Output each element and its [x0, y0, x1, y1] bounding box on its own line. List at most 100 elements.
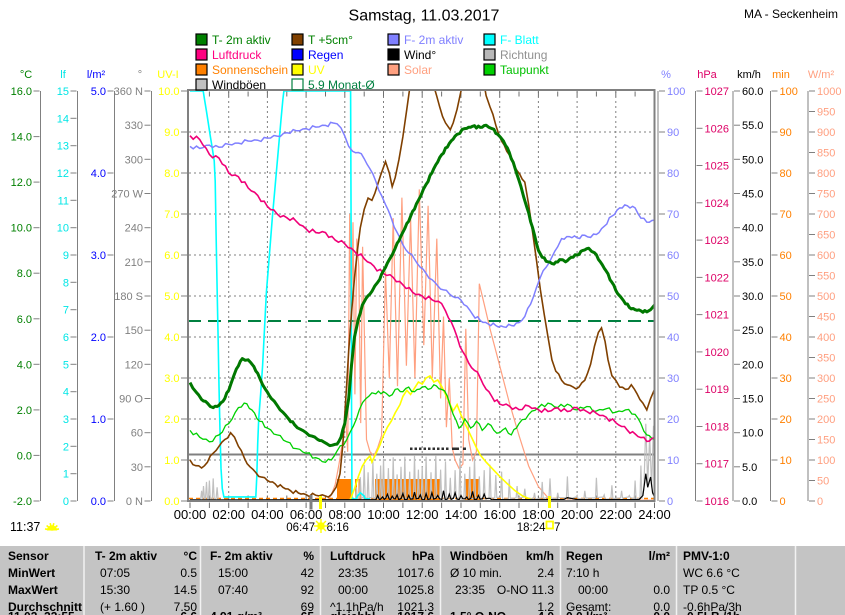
svg-text:^1.1hPa/h: ^1.1hPa/h: [330, 600, 384, 614]
svg-text:0.0: 0.0: [164, 496, 179, 508]
svg-text:0.0: 0.0: [17, 450, 32, 462]
svg-text:30: 30: [667, 373, 679, 385]
svg-text:WC 6.6 °C: WC 6.6 °C: [683, 566, 740, 580]
svg-text:50: 50: [780, 291, 792, 303]
svg-text:Regen: Regen: [566, 549, 603, 563]
svg-text:10.0: 10.0: [742, 428, 763, 440]
svg-text:O-NO 11.3: O-NO 11.3: [497, 583, 554, 597]
svg-text:60.0: 60.0: [742, 86, 763, 98]
svg-text:12:00: 12:00: [406, 507, 439, 522]
svg-text:0.0: 0.0: [653, 600, 670, 614]
svg-text:04:00: 04:00: [251, 507, 284, 522]
svg-text:10:00: 10:00: [367, 507, 400, 522]
svg-text:07:05: 07:05: [100, 566, 130, 580]
svg-text:55.0: 55.0: [742, 120, 763, 132]
svg-text:%: %: [303, 549, 314, 563]
svg-text:1.2: 1.2: [537, 600, 554, 614]
svg-text:150: 150: [817, 435, 835, 447]
svg-text:1000: 1000: [817, 86, 841, 98]
svg-text:120: 120: [125, 359, 143, 371]
svg-text:1016: 1016: [705, 496, 729, 508]
svg-text:TP 0.5 °C: TP 0.5 °C: [683, 583, 735, 597]
svg-text:UV-I: UV-I: [157, 69, 178, 81]
svg-text:100: 100: [780, 86, 798, 98]
svg-text:5.0: 5.0: [91, 86, 106, 98]
svg-text:2: 2: [63, 441, 69, 453]
svg-text:10: 10: [667, 455, 679, 467]
svg-text:360 N: 360 N: [114, 86, 143, 98]
svg-text:°: °: [138, 69, 142, 81]
svg-text:Luftdruck: Luftdruck: [212, 48, 262, 62]
svg-text:hPa: hPa: [697, 69, 717, 81]
svg-text:4.0: 4.0: [17, 359, 32, 371]
svg-text:-0.5LB /1h: -0.5LB /1h: [683, 610, 740, 615]
svg-text:1.5° O-NO: 1.5° O-NO: [450, 610, 506, 615]
svg-text:240: 240: [125, 223, 143, 235]
svg-text:35.0: 35.0: [742, 257, 763, 269]
svg-text:300: 300: [817, 373, 835, 385]
svg-text:1021: 1021: [705, 310, 729, 322]
svg-text:2.0: 2.0: [17, 405, 32, 417]
svg-text:11:37: 11:37: [10, 520, 40, 534]
svg-text:10.0: 10.0: [11, 223, 32, 235]
svg-text:4: 4: [63, 387, 69, 399]
svg-text:9: 9: [63, 250, 69, 262]
svg-text:18:24: 18:24: [517, 522, 546, 534]
svg-text:10: 10: [57, 223, 69, 235]
svg-text:3.0: 3.0: [164, 373, 179, 385]
svg-text:1: 1: [63, 469, 69, 481]
svg-text:40: 40: [667, 332, 679, 344]
svg-text:4.0: 4.0: [537, 610, 554, 615]
svg-text:70: 70: [667, 209, 679, 221]
svg-text:16.0: 16.0: [11, 86, 32, 98]
svg-text:1020: 1020: [705, 347, 729, 359]
svg-text:13: 13: [57, 141, 69, 153]
svg-text:60: 60: [131, 428, 143, 440]
svg-text:90: 90: [780, 127, 792, 139]
svg-text:14.0: 14.0: [11, 132, 32, 144]
svg-text:4.0: 4.0: [91, 168, 106, 180]
svg-text:0 N: 0 N: [126, 496, 143, 508]
svg-text:1027: 1027: [705, 86, 729, 98]
svg-text:07:40: 07:40: [218, 583, 248, 597]
svg-text:l/m²: l/m²: [87, 69, 106, 81]
svg-text:Durchschnitt: Durchschnitt: [8, 600, 82, 614]
svg-text:42: 42: [301, 566, 315, 580]
svg-text:PMV-1:0: PMV-1:0: [683, 549, 730, 563]
svg-text:lf: lf: [60, 69, 66, 81]
svg-text:0: 0: [667, 496, 673, 508]
svg-text:-2.0: -2.0: [13, 496, 32, 508]
svg-text:180 S: 180 S: [114, 291, 143, 303]
svg-text:20.0: 20.0: [742, 359, 763, 371]
svg-text:1024: 1024: [705, 198, 729, 210]
svg-text:8.0: 8.0: [164, 168, 179, 180]
svg-text:850: 850: [817, 148, 835, 160]
svg-text:06:00: 06:00: [290, 507, 323, 522]
svg-text:100: 100: [817, 455, 835, 467]
svg-text:950: 950: [817, 107, 835, 119]
svg-text:10.0: 10.0: [158, 86, 179, 98]
svg-text:22:00: 22:00: [600, 507, 633, 522]
svg-text:450: 450: [817, 312, 835, 324]
svg-text:1018: 1018: [705, 422, 729, 434]
svg-text:70: 70: [780, 209, 792, 221]
svg-text:00:00: 00:00: [578, 583, 608, 597]
svg-text:12.0: 12.0: [11, 177, 32, 189]
svg-text:5.9 Monat-Ø: 5.9 Monat-Ø: [308, 78, 375, 92]
svg-text:80: 80: [667, 168, 679, 180]
svg-text:%: %: [661, 69, 671, 81]
svg-text:08:00: 08:00: [329, 507, 362, 522]
svg-text:11: 11: [58, 195, 69, 207]
svg-text:MinWert: MinWert: [8, 566, 55, 580]
svg-text:Sensor: Sensor: [8, 549, 49, 563]
svg-text:0: 0: [817, 496, 823, 508]
svg-text:1021.3: 1021.3: [397, 600, 434, 614]
svg-text:hPa: hPa: [412, 549, 434, 563]
svg-text:2.0: 2.0: [164, 414, 179, 426]
svg-text:600: 600: [817, 250, 835, 262]
svg-text:25.0: 25.0: [742, 325, 763, 337]
svg-text:6.0: 6.0: [164, 250, 179, 262]
svg-text:F- 2m aktiv: F- 2m aktiv: [404, 33, 463, 47]
svg-text:330: 330: [125, 120, 143, 132]
svg-text:°C: °C: [184, 549, 198, 563]
